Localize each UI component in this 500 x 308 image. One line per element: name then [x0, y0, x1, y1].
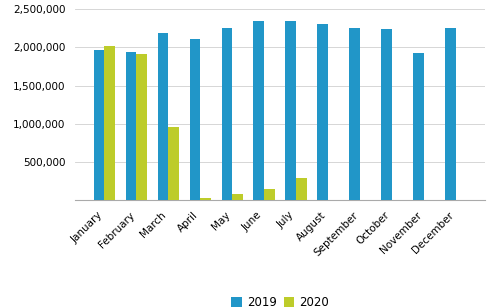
Bar — [232, 194, 242, 200]
Bar — [190, 38, 200, 200]
Bar — [136, 54, 146, 200]
Bar — [350, 28, 360, 200]
Bar — [264, 189, 274, 200]
Bar — [126, 52, 136, 200]
Bar — [168, 127, 178, 200]
Bar — [104, 46, 115, 200]
Bar — [446, 28, 456, 200]
Bar — [222, 28, 232, 200]
Legend: 2019, 2020: 2019, 2020 — [232, 296, 328, 308]
Bar — [94, 51, 104, 200]
Bar — [254, 21, 264, 200]
Bar — [414, 53, 424, 200]
Bar — [158, 33, 168, 200]
Bar — [286, 21, 296, 200]
Bar — [318, 24, 328, 200]
Bar — [296, 178, 306, 200]
Bar — [200, 197, 210, 200]
Bar — [382, 29, 392, 200]
